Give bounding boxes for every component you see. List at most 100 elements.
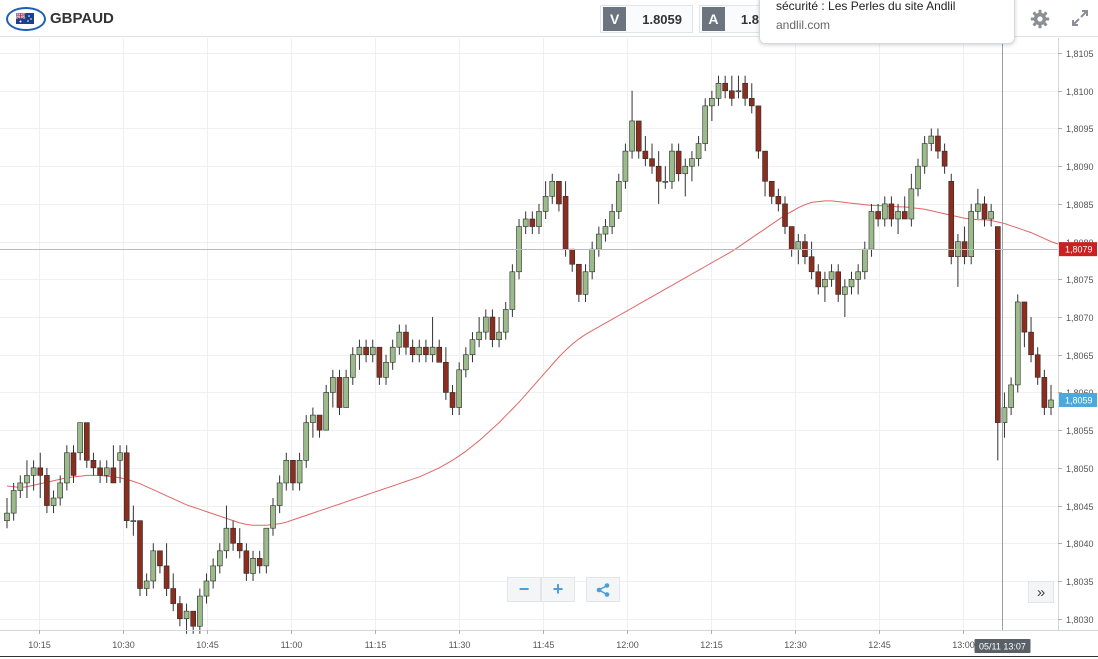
ma-price-label-bg <box>1059 242 1097 257</box>
buy-quote[interactable]: A 1.8 <box>699 5 769 33</box>
candle-body <box>103 467 110 476</box>
y-tick-label: 1,8095 <box>1066 124 1094 134</box>
down-candle <box>83 422 90 468</box>
share-icon <box>596 582 610 597</box>
up-candle <box>476 317 482 348</box>
x-tick-label: 10:30 <box>112 640 135 650</box>
down-candle <box>768 180 775 204</box>
candle-body <box>482 316 489 333</box>
candle-body <box>788 226 795 250</box>
up-candle <box>915 158 921 197</box>
candle-body <box>137 520 143 589</box>
candle-body <box>463 354 469 371</box>
candle-body <box>569 248 576 265</box>
candle-body <box>629 120 635 152</box>
down-candle <box>901 196 908 220</box>
candle-body <box>449 392 456 408</box>
down-candle <box>961 226 968 265</box>
candle-body <box>183 610 190 619</box>
candle-body <box>748 98 755 107</box>
y-tick-label: 1,8055 <box>1066 426 1094 436</box>
candle-body <box>130 520 137 522</box>
current-price-label-text: 1,8059 <box>1065 395 1093 405</box>
up-candle <box>296 452 303 491</box>
up-candle <box>695 136 702 167</box>
candle-body <box>216 550 223 567</box>
up-candle <box>197 588 203 634</box>
candle-body <box>4 512 10 521</box>
up-candle <box>24 460 30 499</box>
y-tick-label: 1,8045 <box>1066 502 1094 512</box>
down-candle <box>762 150 768 197</box>
candle-body <box>968 211 975 258</box>
sell-quote[interactable]: V 1.8059 <box>600 5 693 33</box>
down-candle <box>236 528 243 559</box>
zoom-out-button[interactable]: − <box>507 577 541 602</box>
gear-icon[interactable] <box>1030 9 1050 29</box>
candle-body <box>808 256 815 273</box>
candle-body <box>1041 377 1048 408</box>
share-button[interactable] <box>586 577 620 602</box>
candle-body <box>689 158 695 167</box>
down-candle <box>157 550 163 574</box>
highlight-circle <box>6 7 46 31</box>
down-candle <box>635 120 642 159</box>
candle-body <box>988 211 994 220</box>
symbol-name: GBPAUD <box>50 10 114 27</box>
candle-body <box>323 392 329 431</box>
down-candle <box>948 173 955 265</box>
candle-body <box>768 180 775 197</box>
candle-body <box>256 558 263 567</box>
candle-body <box>310 414 316 423</box>
up-candle <box>223 505 230 559</box>
y-tick-label: 1,8035 <box>1066 577 1094 587</box>
candle-body <box>502 309 509 333</box>
down-candle <box>290 460 296 491</box>
moving-average-line <box>6 200 1078 526</box>
candle-body <box>556 180 562 205</box>
candle-body <box>848 279 855 288</box>
down-candle <box>981 196 988 227</box>
down-candle <box>782 196 788 235</box>
x-tick-label: 11:15 <box>365 640 387 650</box>
zoom-controls: − + <box>507 577 575 602</box>
candle-body <box>709 98 715 107</box>
candle-body <box>123 452 130 521</box>
down-candle <box>995 226 1001 461</box>
candle-body <box>622 150 629 182</box>
candle-body <box>675 150 682 175</box>
candle-body <box>981 203 988 220</box>
candle-body <box>935 135 941 152</box>
up-candle <box>4 498 10 529</box>
down-candle <box>941 143 948 174</box>
candle-body <box>163 565 170 589</box>
candle-body <box>881 203 888 220</box>
candle-body <box>30 467 37 476</box>
up-candle <box>968 203 975 265</box>
up-candle <box>456 362 462 416</box>
candle-body <box>150 550 157 582</box>
down-candle <box>230 520 236 551</box>
down-candle <box>137 520 143 597</box>
candle-body <box>868 211 875 250</box>
candle-body <box>469 339 476 356</box>
up-candle <box>57 475 63 506</box>
candle-body <box>695 143 702 159</box>
up-candle <box>522 211 529 235</box>
crosshair-time-label: 05/11 13:07 <box>974 639 1031 653</box>
candle-body <box>443 361 449 393</box>
up-candle <box>502 301 509 340</box>
down-candle <box>423 339 429 363</box>
candle-body <box>562 196 569 250</box>
scroll-right-button[interactable]: » <box>1028 581 1054 603</box>
up-candle <box>343 369 349 408</box>
up-candle <box>549 173 556 204</box>
candle-body <box>582 271 589 295</box>
candle-body <box>855 271 861 280</box>
candle-body <box>948 180 955 258</box>
expand-icon[interactable] <box>1071 9 1089 27</box>
x-tick-label: 13:00 <box>952 640 975 650</box>
candle-body <box>70 452 77 476</box>
zoom-in-button[interactable]: + <box>541 577 575 602</box>
